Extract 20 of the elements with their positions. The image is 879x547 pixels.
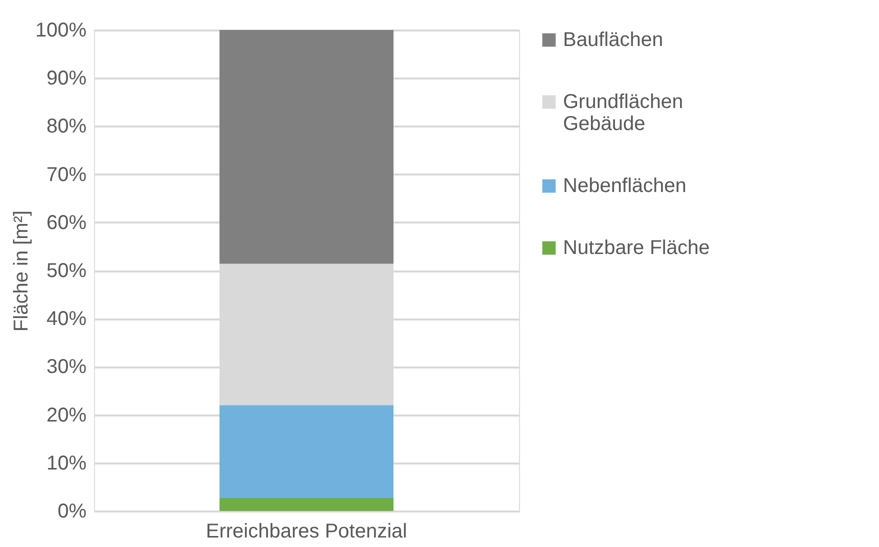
- bar: [220, 498, 394, 511]
- y-axis-title: Fläche in [m²]: [10, 210, 32, 332]
- y-tick-label: 30%: [46, 356, 87, 378]
- y-tick-label: 90%: [46, 68, 87, 90]
- x-tick-label: Erreichbares Potenzial: [206, 520, 408, 542]
- y-tick-label: 80%: [46, 116, 87, 138]
- y-tick-label: 60%: [46, 212, 87, 234]
- bar: [220, 405, 394, 498]
- legend-label: Nutzbare Fläche: [563, 237, 710, 259]
- y-tick-label: 40%: [46, 308, 87, 330]
- y-tick-label: 20%: [46, 404, 87, 426]
- y-tick-label: 70%: [46, 164, 87, 186]
- bar: [220, 30, 394, 264]
- legend-label: Bauflächen: [563, 29, 664, 51]
- legend-label: Grundflächen Gebäude: [563, 91, 684, 135]
- legend-label: Nebenflächen: [563, 175, 686, 197]
- y-tick-label: 10%: [46, 452, 87, 474]
- y-tick-label: 0%: [58, 500, 87, 522]
- y-tick-label: 100%: [35, 20, 87, 42]
- y-tick-label: 50%: [46, 260, 87, 282]
